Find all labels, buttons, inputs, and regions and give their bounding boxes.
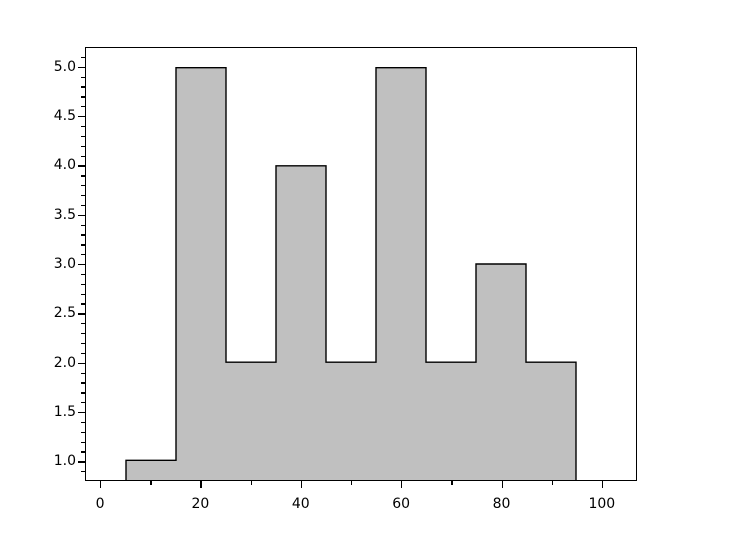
- y-tick-major: [78, 313, 85, 315]
- histogram-fill: [126, 67, 577, 480]
- y-tick-major: [78, 66, 85, 69]
- y-tick-label: 4.0: [53, 157, 76, 174]
- y-tick-major: [78, 214, 85, 216]
- x-tick-minor: [551, 481, 553, 485]
- y-tick-label: 4.5: [53, 108, 76, 125]
- y-tick-major: [78, 411, 85, 414]
- x-tick-major: [100, 481, 102, 488]
- y-tick-major: [78, 165, 85, 167]
- x-tick-label: 40: [291, 496, 310, 512]
- x-tick-major: [601, 481, 604, 488]
- x-tick-minor: [350, 481, 353, 485]
- x-tick-major: [300, 481, 303, 488]
- y-tick-major: [78, 461, 85, 463]
- x-tick-major: [200, 481, 202, 488]
- x-axis-tick-labels: 0 20 40 60 80 100: [0, 496, 731, 526]
- y-tick-label: 3.0: [53, 256, 76, 272]
- y-tick-label: 5.0: [53, 58, 76, 75]
- x-tick-label: 60: [392, 496, 411, 512]
- x-tick-label: 100: [588, 496, 616, 512]
- histogram-bars: [125, 66, 577, 480]
- y-tick-major: [78, 264, 85, 266]
- x-tick-label: 0: [95, 496, 105, 512]
- x-tick-minor: [451, 481, 453, 485]
- y-tick-label: 3.5: [53, 206, 76, 223]
- y-tick-label: 1.0: [53, 453, 76, 470]
- x-tick-major: [501, 481, 503, 488]
- y-axis-tick-labels: 1.0 1.5 2.0 2.5 3.0 3.5 4.0 4.5 5.0: [0, 0, 76, 535]
- y-tick-label: 1.5: [53, 403, 76, 420]
- y-tick-label: 2.5: [53, 305, 76, 322]
- plot-area: [85, 47, 637, 481]
- histogram-outline: [125, 66, 577, 480]
- x-tick-label: 80: [492, 496, 511, 512]
- x-tick-major: [401, 481, 403, 488]
- x-tick-minor: [150, 481, 152, 485]
- y-tick-label: 2.0: [53, 354, 76, 371]
- y-tick-major: [78, 116, 85, 118]
- x-tick-label: 20: [191, 496, 210, 512]
- x-tick-minor: [250, 481, 252, 485]
- y-tick-major: [78, 362, 85, 364]
